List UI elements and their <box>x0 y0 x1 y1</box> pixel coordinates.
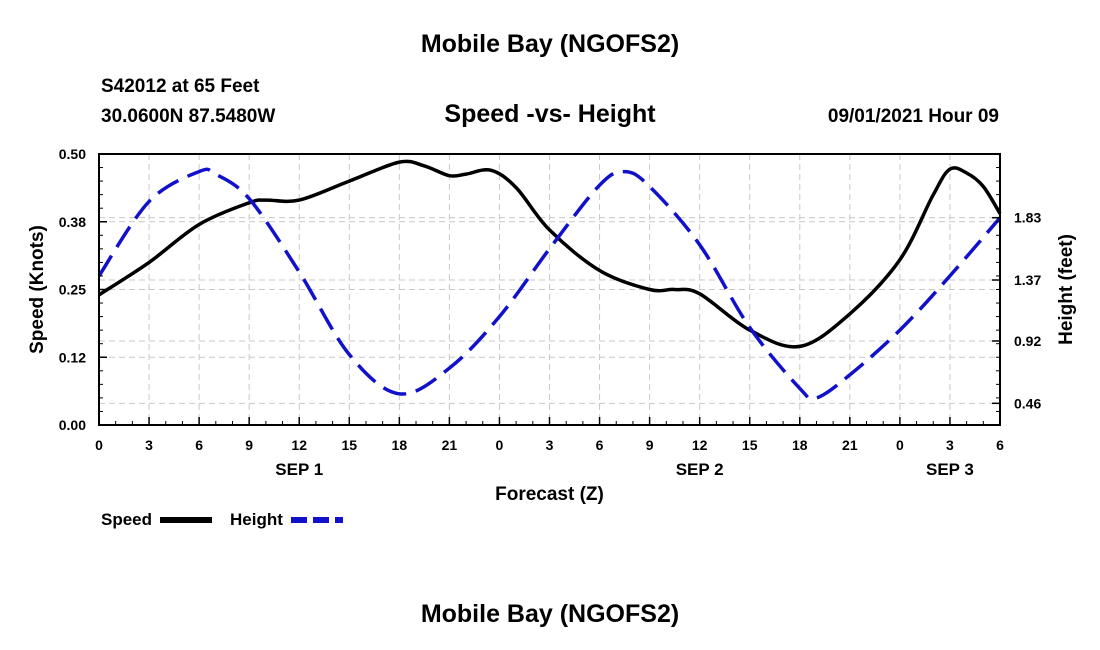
x-tick-label: 18 <box>792 437 808 453</box>
x-tick-label: 15 <box>742 437 758 453</box>
x-tick-label: 12 <box>291 437 307 453</box>
series-layer <box>97 159 1002 401</box>
legend: Speed Height <box>101 510 343 529</box>
station-label: S42012 at 65 Feet <box>101 76 260 97</box>
x-tick-label: 21 <box>442 437 458 453</box>
x-tick-label: 18 <box>392 437 408 453</box>
x-tick-label: 3 <box>145 437 153 453</box>
x-date-label: SEP 1 <box>275 460 323 479</box>
x-date-label: SEP 3 <box>926 460 974 479</box>
tick-layer: 0 3 6 9 12 15 18 21 0 3 6 9 12 15 18 21 0 3 6 SEP 1 SEP 2 SEP… <box>59 146 1042 479</box>
x-tick-label: 6 <box>596 437 604 453</box>
y-left-tick-label: 0.00 <box>59 417 86 433</box>
y-axis-left-label: Speed (Knots) <box>27 225 48 354</box>
legend-height-label: Height <box>230 510 283 529</box>
grid-layer <box>99 154 1000 425</box>
y-right-tick-label: 0.92 <box>1014 333 1041 349</box>
x-tick-label: 9 <box>245 437 253 453</box>
bottom-title: Mobile Bay (NGOFS2) <box>420 600 680 628</box>
series-line-height <box>97 167 1002 401</box>
y-left-tick-label: 0.50 <box>59 146 86 162</box>
x-tick-label: 3 <box>546 437 554 453</box>
y-left-tick-label: 0.25 <box>59 282 86 298</box>
y-right-tick-label: 1.83 <box>1014 210 1041 226</box>
series-line-speed <box>98 159 1002 349</box>
x-axis-label: Forecast (Z) <box>495 484 604 505</box>
coordinates-label: 30.0600N 87.5480W <box>101 106 276 127</box>
y-axis-right-label: Height (feet) <box>1056 234 1077 345</box>
y-left-tick-label: 0.38 <box>59 214 86 230</box>
forecast-datetime: 09/01/2021 Hour 09 <box>827 106 999 127</box>
top-title: Mobile Bay (NGOFS2) <box>420 30 680 58</box>
x-tick-label: 0 <box>496 437 504 453</box>
y-right-tick-label: 0.46 <box>1014 395 1041 411</box>
x-tick-label: 9 <box>646 437 654 453</box>
y-left-tick-label: 0.12 <box>59 349 86 365</box>
x-tick-label: 6 <box>996 437 1004 453</box>
x-tick-label: 0 <box>896 437 904 453</box>
chart-subtitle: Speed -vs- Height <box>444 100 656 128</box>
x-tick-label: 3 <box>946 437 954 453</box>
x-tick-label: 0 <box>95 437 103 453</box>
x-tick-label: 6 <box>195 437 203 453</box>
x-tick-label: 21 <box>842 437 858 453</box>
x-date-label: SEP 2 <box>676 460 724 479</box>
legend-speed-label: Speed <box>101 510 152 529</box>
x-tick-label: 12 <box>692 437 708 453</box>
x-tick-label: 15 <box>341 437 357 453</box>
y-right-tick-label: 1.37 <box>1014 272 1041 288</box>
